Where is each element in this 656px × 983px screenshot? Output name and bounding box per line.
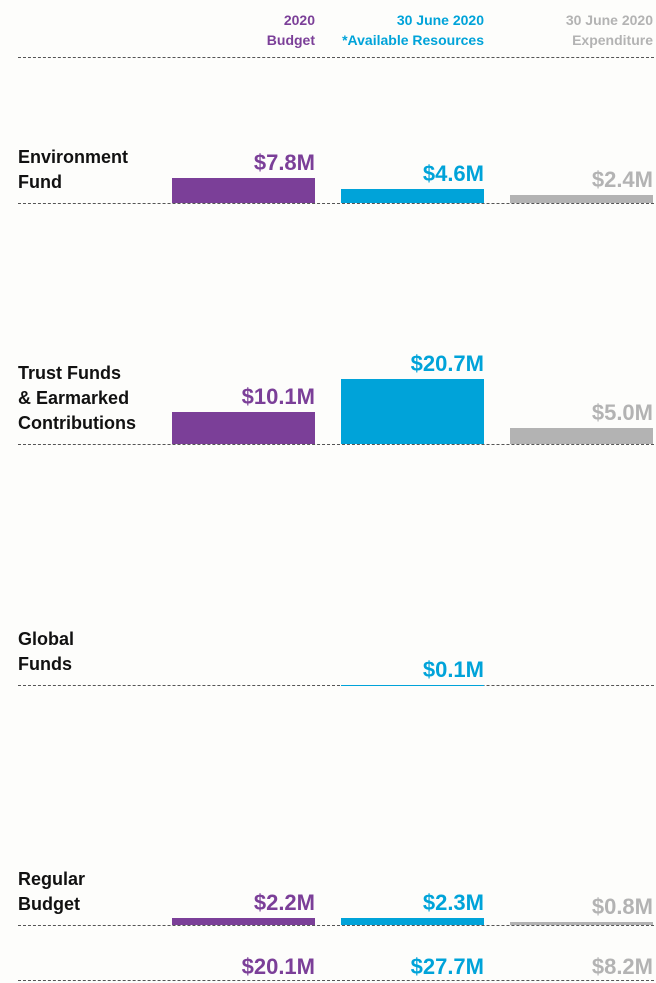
value-label: $2.2M — [253, 890, 315, 916]
total-rule — [18, 980, 654, 981]
header-rule — [18, 57, 654, 58]
bar — [510, 195, 653, 203]
total-label: $20.1M — [241, 954, 315, 979]
total-label: $27.7M — [410, 954, 484, 979]
bar — [341, 917, 484, 925]
bar — [172, 412, 315, 444]
value-label: $0.1M — [422, 656, 484, 682]
column-header: 2020 Budget — [266, 12, 315, 48]
category-label: Global Funds — [18, 629, 75, 674]
value-label: $20.7M — [410, 350, 484, 376]
value-label: $10.1M — [241, 384, 315, 410]
bar — [341, 378, 484, 444]
baseline-rule — [18, 925, 654, 926]
category-label: Trust Funds & Earmarked Contributions — [18, 363, 136, 433]
column-header: 30 June 2020 Expenditure — [565, 12, 653, 48]
value-label: $2.3M — [422, 889, 484, 915]
value-label: $7.8M — [253, 150, 315, 176]
bar — [341, 188, 484, 203]
value-label: $4.6M — [422, 160, 484, 186]
value-label: $5.0M — [591, 400, 653, 426]
bar — [172, 918, 315, 925]
column-header: 30 June 2020 *Available Resources — [342, 12, 484, 48]
baseline-rule — [18, 444, 654, 445]
category-label: Environment Fund — [18, 147, 129, 192]
baseline-rule — [18, 203, 654, 204]
value-label: $2.4M — [591, 167, 653, 193]
bar — [172, 178, 315, 203]
value-label: $0.8M — [591, 894, 653, 920]
total-label: $8.2M — [591, 954, 653, 979]
bar — [510, 428, 653, 444]
bar — [510, 922, 653, 925]
category-label: Regular Budget — [18, 869, 86, 914]
baseline-rule — [18, 685, 654, 686]
